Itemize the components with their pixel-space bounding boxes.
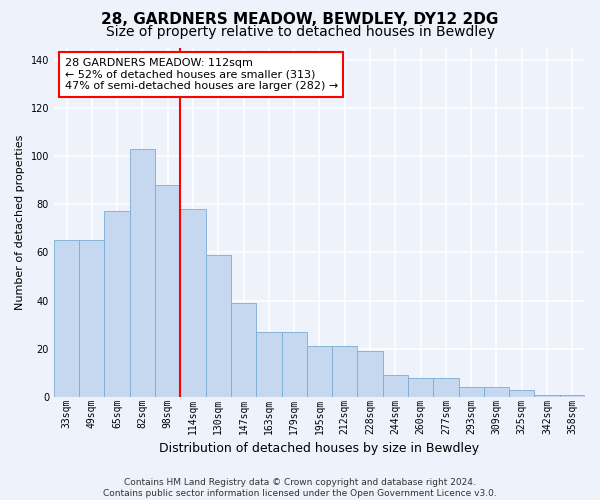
- Bar: [332, 346, 358, 397]
- Text: 28, GARDNERS MEADOW, BEWDLEY, DY12 2DG: 28, GARDNERS MEADOW, BEWDLEY, DY12 2DG: [101, 12, 499, 28]
- Bar: [155, 185, 181, 397]
- Bar: [560, 394, 585, 397]
- Bar: [408, 378, 433, 397]
- Bar: [509, 390, 535, 397]
- Bar: [358, 351, 383, 397]
- Bar: [458, 388, 484, 397]
- Bar: [206, 255, 231, 397]
- Bar: [535, 394, 560, 397]
- Bar: [433, 378, 458, 397]
- Bar: [231, 303, 256, 397]
- Y-axis label: Number of detached properties: Number of detached properties: [15, 134, 25, 310]
- Bar: [256, 332, 281, 397]
- Bar: [307, 346, 332, 397]
- Bar: [79, 240, 104, 397]
- Bar: [104, 212, 130, 397]
- X-axis label: Distribution of detached houses by size in Bewdley: Distribution of detached houses by size …: [160, 442, 479, 455]
- Bar: [281, 332, 307, 397]
- Bar: [130, 148, 155, 397]
- Text: 28 GARDNERS MEADOW: 112sqm
← 52% of detached houses are smaller (313)
47% of sem: 28 GARDNERS MEADOW: 112sqm ← 52% of deta…: [65, 58, 338, 91]
- Bar: [54, 240, 79, 397]
- Bar: [181, 209, 206, 397]
- Text: Contains HM Land Registry data © Crown copyright and database right 2024.
Contai: Contains HM Land Registry data © Crown c…: [103, 478, 497, 498]
- Text: Size of property relative to detached houses in Bewdley: Size of property relative to detached ho…: [106, 25, 494, 39]
- Bar: [484, 388, 509, 397]
- Bar: [383, 376, 408, 397]
